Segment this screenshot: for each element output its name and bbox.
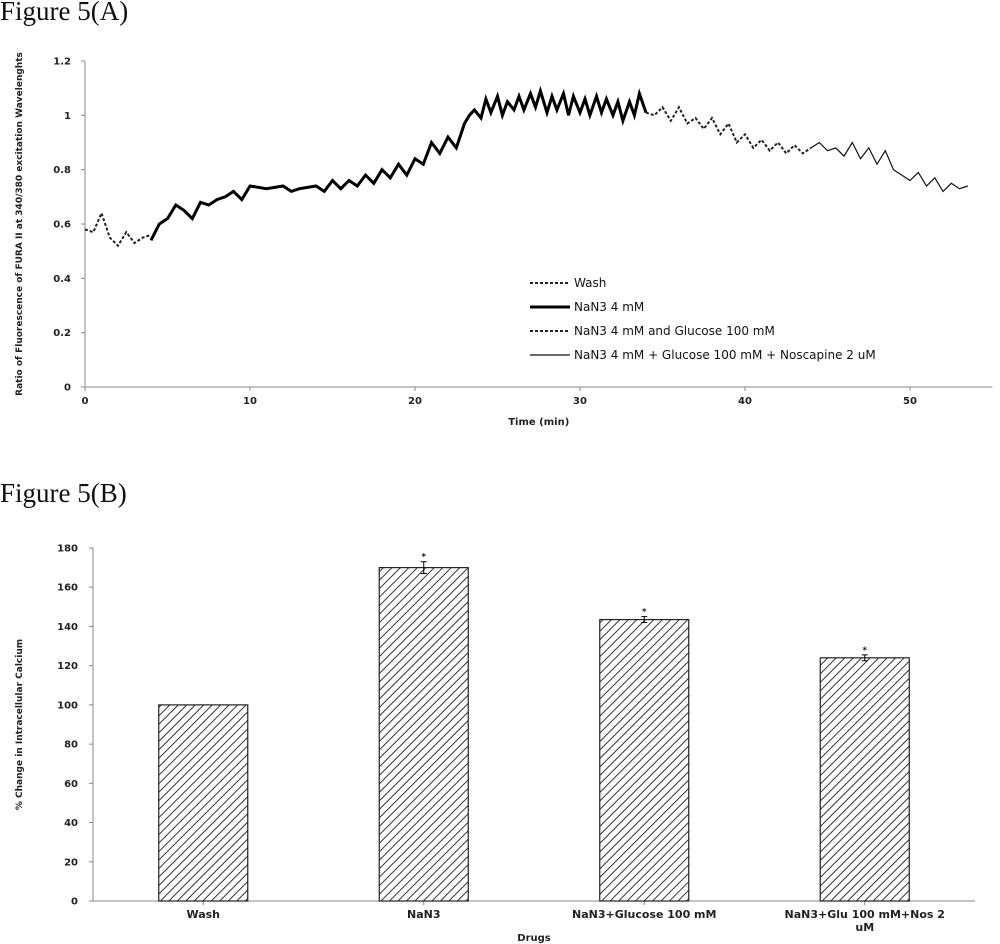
- y-tick-label: 180: [57, 544, 78, 555]
- bar-chart-bars: * * *: [158, 553, 910, 902]
- y-tick-label: 160: [57, 583, 78, 594]
- significance-marker-4: *: [862, 646, 867, 656]
- y-tick-label: 1.2: [53, 57, 71, 68]
- figure-a-title: Figure 5(A): [0, 0, 129, 26]
- legend-label-2: NaN3 4 mM: [574, 300, 644, 314]
- y-tick-label: 80: [64, 740, 78, 751]
- legend-label-3: NaN3 4 mM and Glucose 100 mM: [574, 324, 775, 338]
- y-tick-label: 40: [64, 818, 78, 829]
- bar-4: [819, 657, 910, 902]
- bar-3: [599, 618, 690, 902]
- line-chart-series: [84, 85, 968, 248]
- line-chart-axes: 0 0.2 0.4 0.6 0.8 1 1.2 0 10 20 30 40 50 Time (min) Ra…: [15, 52, 993, 428]
- y-tick-label: 20: [64, 857, 78, 868]
- legend-label-4: NaN3 4 mM + Glucose 100 mM + Noscapine 2…: [574, 348, 876, 362]
- line-chart-legend: Wash NaN3 4 mM NaN3 4 mM and Glucose 100 m…: [530, 276, 876, 362]
- category-label-2: NaN3: [407, 908, 441, 921]
- category-label-4: uM: [855, 921, 874, 934]
- x-tick-label: 30: [573, 396, 587, 407]
- figure-b-title: Figure 5(B): [0, 478, 127, 508]
- significance-marker-3: *: [642, 608, 647, 618]
- category-label-4: NaN3+Glu 100 mM+Nos 2: [785, 908, 945, 921]
- y-tick-label: 1: [64, 111, 71, 122]
- y-tick-label: 0.8: [53, 165, 71, 176]
- significance-marker-2: *: [421, 553, 426, 563]
- y-tick-label: 0.4: [53, 274, 71, 285]
- y-axis-title: Ratio of Fluorescence of FURA II at 340/…: [15, 52, 25, 396]
- y-axis-title: % Change in Intracellular Calcium: [15, 639, 25, 810]
- x-tick-label: 40: [738, 396, 752, 407]
- y-tick-label: 0.2: [53, 328, 71, 339]
- x-tick-label: 50: [903, 396, 917, 407]
- line-chart: 0 0.2 0.4 0.6 0.8 1 1.2 0 10 20 30 40 50 Time (min) Ra…: [15, 52, 993, 428]
- category-label-3: NaN3+Glucose 100 mM: [572, 908, 716, 921]
- legend-label-1: Wash: [574, 276, 606, 290]
- y-tick-label: 0.6: [53, 220, 71, 231]
- y-tick-label: 100: [57, 700, 78, 711]
- bar-2: [378, 567, 469, 902]
- y-tick-label: 0: [64, 383, 71, 394]
- y-tick-label: 140: [57, 622, 78, 633]
- x-tick-label: 10: [243, 396, 257, 407]
- bar-1: [158, 704, 249, 902]
- series-line-3: [645, 105, 812, 155]
- series-line-1: [84, 210, 152, 248]
- category-label-1: Wash: [186, 908, 220, 921]
- y-tick-label: 0: [71, 897, 78, 908]
- series-line-2: [149, 85, 648, 241]
- y-tick-label: 60: [64, 779, 78, 790]
- x-axis-title: Time (min): [508, 417, 569, 428]
- y-tick-label: 120: [57, 661, 78, 672]
- x-axis-title: Drugs: [517, 933, 551, 944]
- x-tick-label: 0: [82, 396, 89, 407]
- x-tick-label: 20: [408, 396, 422, 407]
- series-line-4: [810, 141, 968, 193]
